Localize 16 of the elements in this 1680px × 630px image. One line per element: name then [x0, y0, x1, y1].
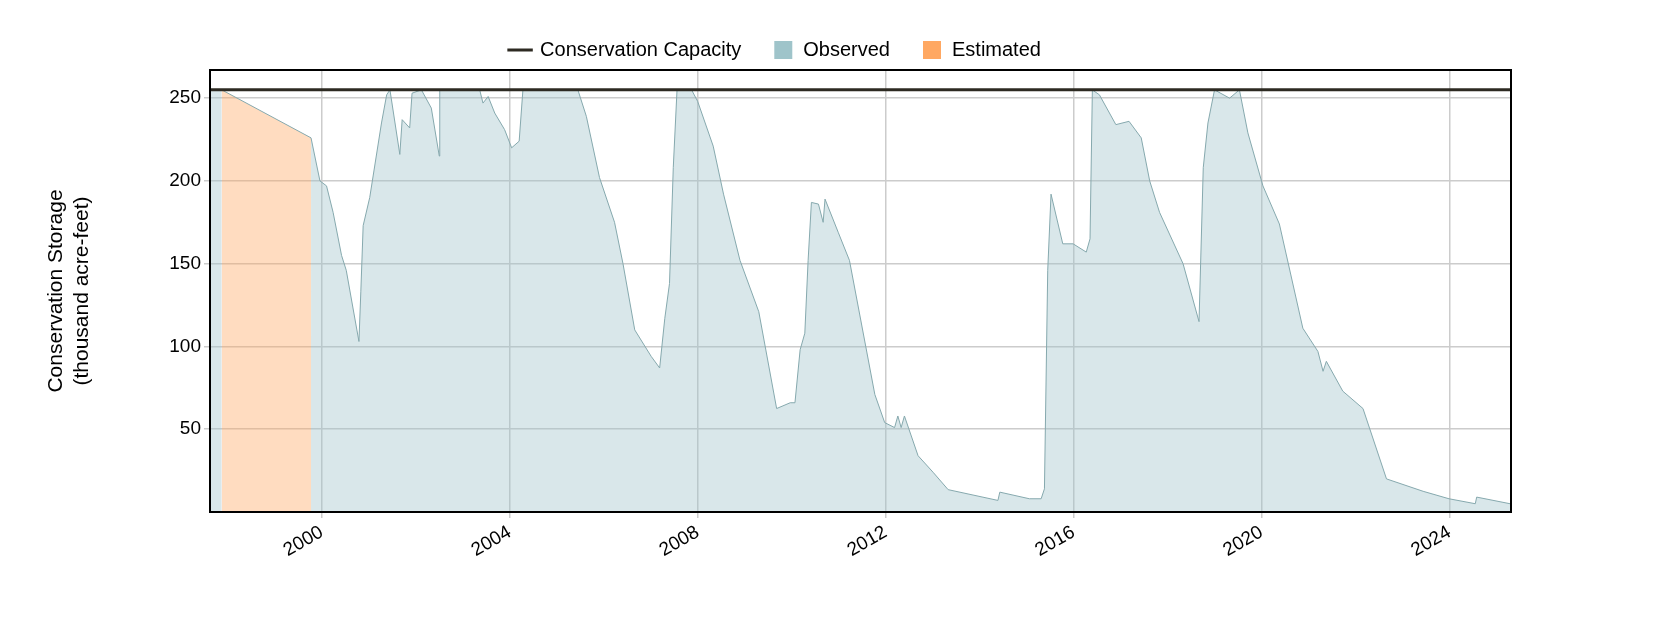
- y-tick-label: 50: [179, 417, 201, 439]
- y-tick-label: 150: [169, 251, 201, 273]
- x-tick-label: 2012: [843, 520, 891, 560]
- y-tick-label: 200: [169, 169, 201, 191]
- legend-label: Conservation Capacity: [540, 37, 742, 60]
- x-tick-label: 2020: [1219, 520, 1267, 560]
- legend-label: Observed: [803, 37, 891, 60]
- x-tick-label: 2024: [1406, 520, 1455, 560]
- y-axis-title: Conservation Storage (thousand acre-feet): [43, 189, 92, 393]
- y-tick-label: 100: [169, 334, 201, 356]
- x-tick-label: 2008: [655, 520, 703, 560]
- x-tick-label: 2004: [467, 520, 515, 560]
- x-tick-label: 2016: [1031, 520, 1079, 560]
- y-tick-label: 250: [169, 86, 201, 108]
- x-tick-label: 2000: [279, 520, 327, 560]
- legend-label: Estimated: [952, 37, 1041, 60]
